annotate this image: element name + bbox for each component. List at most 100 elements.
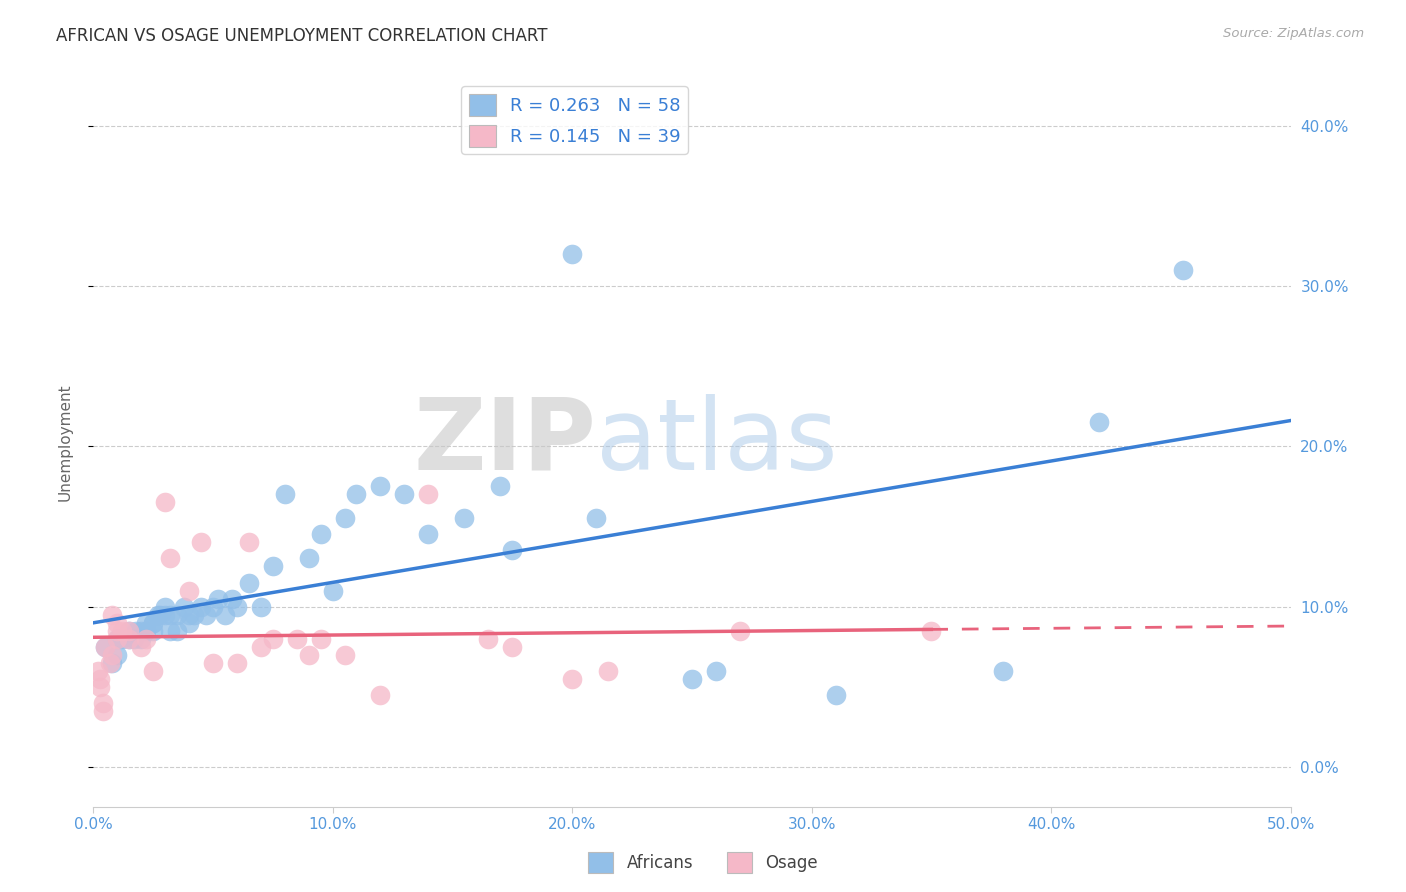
Point	[214, 607, 236, 622]
Point	[177, 583, 200, 598]
Point	[249, 599, 271, 614]
Point	[118, 624, 141, 638]
Point	[225, 599, 247, 614]
Point	[146, 607, 169, 622]
Point	[920, 624, 942, 638]
Point	[177, 607, 200, 622]
Point	[166, 607, 188, 622]
Point	[98, 656, 121, 670]
Point	[201, 599, 224, 614]
Point	[118, 632, 141, 646]
Point	[333, 648, 356, 662]
Point	[111, 632, 134, 646]
Point	[105, 615, 128, 630]
Point	[585, 511, 607, 525]
Point	[153, 495, 176, 509]
Point	[91, 704, 114, 718]
Point	[561, 672, 583, 686]
Point	[94, 640, 117, 654]
Point	[125, 624, 148, 638]
Point	[105, 632, 128, 646]
Point	[177, 615, 200, 630]
Point	[135, 632, 157, 646]
Point	[322, 583, 344, 598]
Point	[596, 664, 619, 678]
Legend: R = 0.263   N = 58, R = 0.145   N = 39: R = 0.263 N = 58, R = 0.145 N = 39	[461, 87, 688, 154]
Point	[105, 624, 128, 638]
Point	[285, 632, 308, 646]
Point	[183, 607, 205, 622]
Legend: Africans, Osage: Africans, Osage	[582, 846, 824, 880]
Point	[418, 487, 440, 501]
Point	[101, 607, 124, 622]
Point	[118, 632, 141, 646]
Point	[333, 511, 356, 525]
Point	[142, 615, 165, 630]
Point	[118, 624, 141, 638]
Point	[297, 551, 319, 566]
Point	[166, 624, 188, 638]
Point	[207, 591, 229, 606]
Point	[194, 607, 217, 622]
Text: ZIP: ZIP	[413, 393, 596, 491]
Point	[221, 591, 243, 606]
Point	[89, 672, 111, 686]
Point	[105, 632, 128, 646]
Point	[394, 487, 416, 501]
Point	[1088, 415, 1111, 429]
Point	[273, 487, 295, 501]
Point	[149, 607, 172, 622]
Point	[418, 527, 440, 541]
Point	[453, 511, 475, 525]
Point	[297, 648, 319, 662]
Point	[501, 640, 523, 654]
Point	[238, 535, 260, 549]
Point	[346, 487, 368, 501]
Point	[225, 656, 247, 670]
Point	[309, 632, 332, 646]
Point	[129, 624, 152, 638]
Point	[238, 575, 260, 590]
Text: Source: ZipAtlas.com: Source: ZipAtlas.com	[1223, 27, 1364, 40]
Text: atlas: atlas	[596, 393, 838, 491]
Point	[824, 688, 846, 702]
Point	[190, 599, 212, 614]
Point	[91, 696, 114, 710]
Point	[477, 632, 499, 646]
Point	[501, 543, 523, 558]
Point	[153, 599, 176, 614]
Point	[262, 632, 284, 646]
Point	[159, 551, 181, 566]
Point	[190, 535, 212, 549]
Point	[122, 632, 145, 646]
Point	[94, 640, 117, 654]
Point	[101, 648, 124, 662]
Point	[159, 624, 181, 638]
Point	[991, 664, 1014, 678]
Point	[129, 632, 152, 646]
Point	[87, 664, 110, 678]
Point	[142, 615, 165, 630]
Point	[309, 527, 332, 541]
Point	[159, 607, 181, 622]
Point	[111, 624, 134, 638]
Point	[135, 624, 157, 638]
Point	[370, 688, 392, 702]
Point	[561, 247, 583, 261]
Point	[681, 672, 703, 686]
Point	[153, 607, 176, 622]
Text: AFRICAN VS OSAGE UNEMPLOYMENT CORRELATION CHART: AFRICAN VS OSAGE UNEMPLOYMENT CORRELATIO…	[56, 27, 548, 45]
Point	[105, 648, 128, 662]
Point	[129, 640, 152, 654]
Point	[704, 664, 727, 678]
Point	[728, 624, 751, 638]
Point	[142, 664, 165, 678]
Point	[135, 615, 157, 630]
Point	[249, 640, 271, 654]
Point	[89, 680, 111, 694]
Point	[101, 656, 124, 670]
Point	[262, 559, 284, 574]
Point	[370, 479, 392, 493]
Point	[1171, 263, 1194, 277]
Point	[173, 599, 195, 614]
